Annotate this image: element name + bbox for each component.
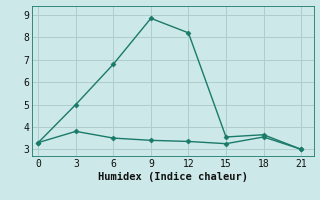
X-axis label: Humidex (Indice chaleur): Humidex (Indice chaleur) [98,172,248,182]
